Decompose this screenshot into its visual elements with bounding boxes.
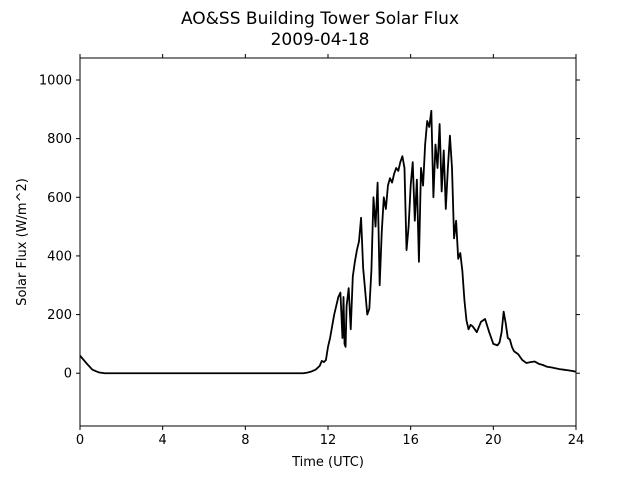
y-tick-label: 200 <box>47 308 72 323</box>
x-tick-label: 4 <box>159 433 167 448</box>
y-tick-label: 600 <box>47 191 72 206</box>
y-tick-label: 1000 <box>39 73 72 88</box>
x-tick-label: 20 <box>485 433 502 448</box>
axis-ticks: 0 4 8 12 16 20 24 0 200 400 600 800 1000 <box>39 54 584 448</box>
x-tick-label: 0 <box>76 433 84 448</box>
x-tick-label: 16 <box>402 433 419 448</box>
y-tick-label: 0 <box>64 367 72 382</box>
y-tick-label: 400 <box>47 249 72 264</box>
y-tick-label: 800 <box>47 132 72 147</box>
chart-subtitle: 2009-04-18 <box>271 30 370 50</box>
x-tick-label: 24 <box>568 433 585 448</box>
x-axis-label: Time (UTC) <box>291 455 364 470</box>
axes-frame <box>79 57 577 427</box>
x-tick-label: 12 <box>320 433 337 448</box>
plot-area <box>79 109 577 375</box>
y-axis-label: Solar Flux (W/m^2) <box>15 178 30 306</box>
series-line <box>79 109 577 375</box>
chart-title: AO&SS Building Tower Solar Flux <box>181 9 459 29</box>
x-tick-label: 8 <box>241 433 249 448</box>
